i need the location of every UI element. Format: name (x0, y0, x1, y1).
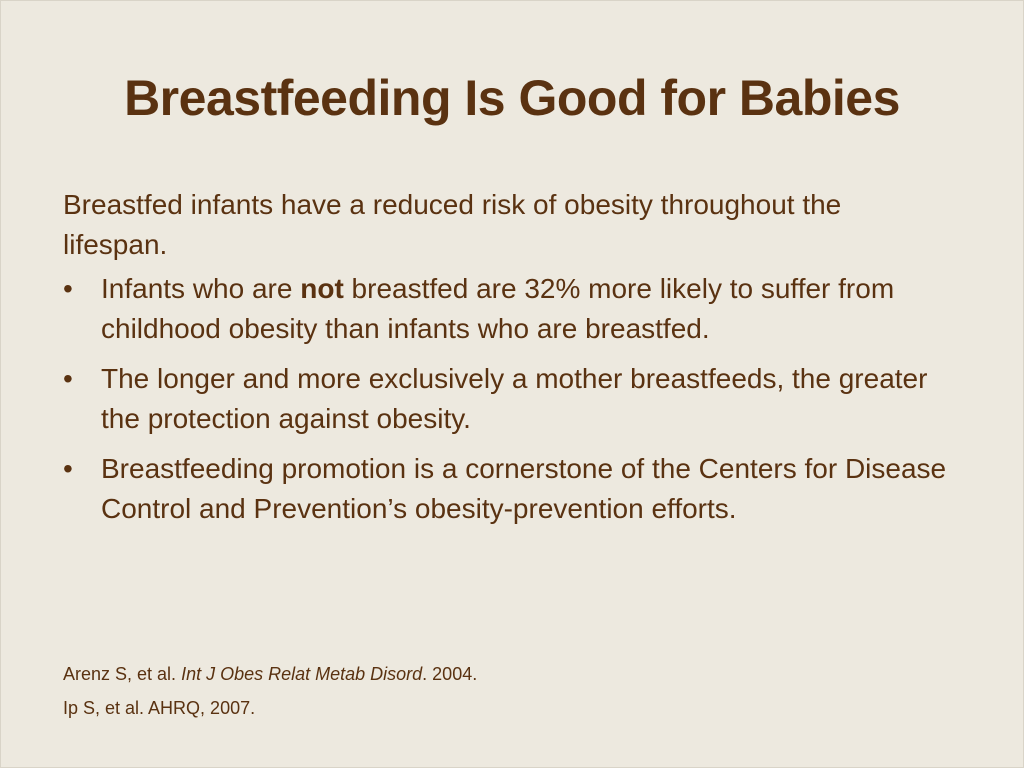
reference-year: . 2004. (422, 664, 478, 684)
bullet-icon: • (63, 453, 73, 484)
bullet-item: • Infants who are not breastfed are 32% … (63, 269, 953, 349)
bullet-list: • Infants who are not breastfed are 32% … (63, 269, 953, 529)
reference-authors: Arenz S, et al. (63, 664, 182, 684)
slide-body: Breastfed infants have a reduced risk of… (63, 185, 953, 539)
bullet-text-before: Infants who are (101, 273, 301, 304)
bullet-text: Breastfeeding promotion is a cornerstone… (101, 453, 947, 524)
bullet-text: The longer and more exclusively a mother… (101, 363, 928, 434)
bullet-text-bold: not (300, 273, 344, 304)
intro-text: Breastfed infants have a reduced risk of… (63, 189, 842, 260)
bullet-icon: • (63, 363, 73, 394)
bullet-text-after: breastfed are 32% more likely to suffer … (101, 273, 895, 344)
slide-title: Breastfeeding Is Good for Babies (124, 70, 900, 126)
references: Arenz S, et al. Int J Obes Relat Metab D… (63, 657, 477, 725)
bullet-item: • The longer and more exclusively a moth… (63, 359, 953, 439)
reference-journal: Int J Obes Relat Metab Disord (181, 664, 423, 684)
reference-item: Arenz S, et al. Int J Obes Relat Metab D… (63, 657, 477, 691)
reference-item: Ip S, et al. AHRQ, 2007. (63, 698, 256, 718)
bullet-icon: • (63, 273, 73, 304)
bullet-item: • Breastfeeding promotion is a cornersto… (63, 449, 953, 529)
